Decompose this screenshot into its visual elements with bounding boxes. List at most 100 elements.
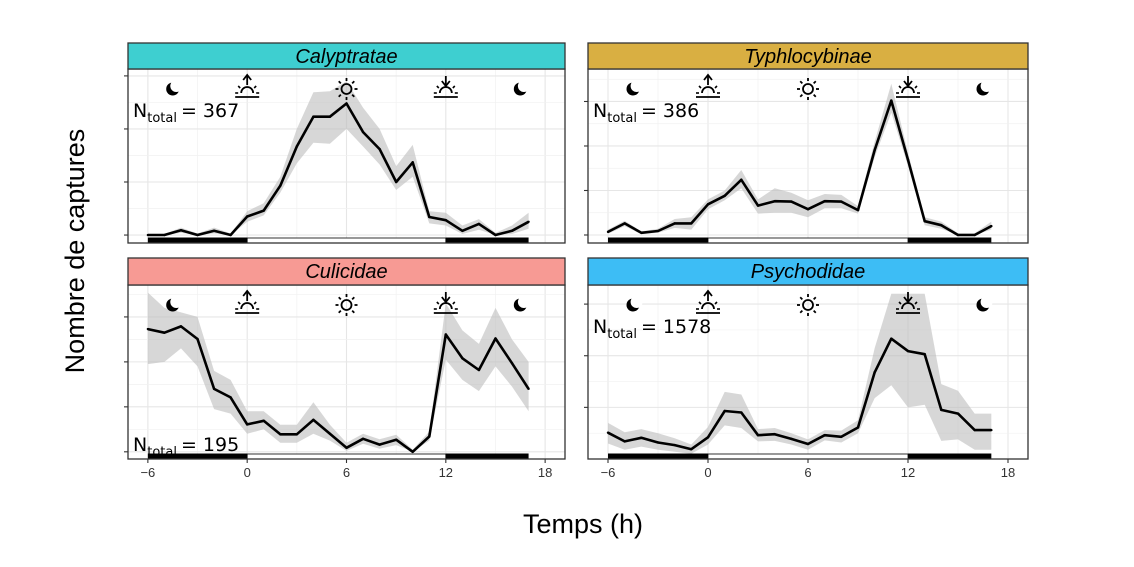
sunrise-icon bbox=[235, 289, 260, 314]
series-line bbox=[607, 99, 992, 237]
data-point bbox=[461, 357, 464, 360]
data-point bbox=[640, 231, 643, 234]
night-bar bbox=[608, 453, 708, 460]
data-point bbox=[394, 438, 398, 441]
data-point bbox=[840, 200, 843, 203]
sunrise-icon bbox=[696, 289, 720, 314]
data-point bbox=[510, 229, 514, 232]
data-point bbox=[606, 431, 610, 434]
data-point bbox=[146, 233, 150, 237]
moon-icon bbox=[166, 296, 183, 312]
sun-icon bbox=[797, 78, 819, 100]
x-tick-label: 6 bbox=[343, 465, 350, 480]
data-point bbox=[477, 222, 481, 226]
data-point bbox=[823, 199, 826, 203]
data-point bbox=[790, 437, 793, 441]
data-point bbox=[656, 441, 660, 444]
data-point bbox=[163, 233, 166, 237]
data-point bbox=[229, 233, 232, 237]
data-point bbox=[146, 327, 150, 331]
data-point bbox=[229, 396, 232, 399]
x-tick-label: −6 bbox=[601, 465, 616, 480]
strip-header bbox=[587, 257, 1029, 286]
sunrise-icon bbox=[696, 73, 720, 98]
data-point bbox=[690, 222, 693, 225]
confidence-band bbox=[608, 83, 992, 235]
panel-calyptratae: Ntotal = 367 Calyptratae bbox=[124, 42, 566, 244]
night-bar bbox=[908, 237, 992, 244]
sunset-icon bbox=[433, 76, 458, 98]
day-bar bbox=[246, 453, 447, 460]
series-line bbox=[607, 337, 992, 451]
data-point bbox=[990, 428, 993, 432]
data-point bbox=[923, 219, 926, 223]
data-point bbox=[245, 215, 249, 218]
data-point bbox=[723, 194, 726, 198]
data-point bbox=[823, 434, 826, 437]
data-point bbox=[312, 115, 315, 118]
strip-header bbox=[127, 257, 566, 286]
data-point bbox=[262, 209, 265, 212]
data-point bbox=[361, 130, 365, 134]
data-point bbox=[856, 426, 860, 429]
data-point bbox=[956, 233, 960, 237]
data-point bbox=[623, 440, 626, 443]
data-point bbox=[510, 362, 514, 365]
x-tick-label: 0 bbox=[244, 465, 251, 480]
data-point bbox=[956, 412, 960, 415]
data-point bbox=[312, 418, 315, 422]
data-point bbox=[394, 180, 398, 184]
data-point bbox=[428, 215, 431, 219]
data-point bbox=[940, 223, 943, 227]
data-point bbox=[245, 423, 249, 426]
data-point bbox=[328, 115, 332, 118]
data-point bbox=[328, 432, 332, 436]
n-value: = 195 bbox=[181, 434, 239, 456]
confidence-band bbox=[608, 293, 992, 454]
data-point bbox=[773, 199, 776, 203]
data-point bbox=[279, 184, 282, 187]
data-point bbox=[740, 411, 743, 414]
data-point bbox=[973, 233, 976, 237]
data-point bbox=[940, 408, 943, 412]
x-tick-label: 6 bbox=[804, 465, 811, 480]
data-point bbox=[345, 102, 348, 105]
strip-header bbox=[127, 42, 566, 70]
day-bar bbox=[246, 237, 447, 244]
n-label: N bbox=[593, 316, 607, 338]
sunrise-icon bbox=[235, 73, 260, 98]
x-tick-label: 12 bbox=[439, 465, 453, 480]
data-point bbox=[262, 419, 265, 422]
day-bar bbox=[707, 453, 909, 460]
n-value: = 1578 bbox=[641, 316, 711, 338]
data-point bbox=[656, 229, 660, 233]
series-line bbox=[147, 325, 530, 454]
data-point bbox=[973, 428, 976, 432]
n-subscript: total bbox=[147, 445, 177, 460]
data-point bbox=[856, 208, 860, 212]
data-point bbox=[673, 443, 676, 447]
data-point bbox=[279, 433, 282, 436]
data-point bbox=[806, 442, 810, 446]
data-point bbox=[212, 229, 216, 232]
data-point bbox=[806, 207, 810, 211]
n-value: = 386 bbox=[641, 100, 699, 122]
night-bar bbox=[608, 237, 708, 244]
sun-icon bbox=[797, 294, 819, 316]
data-point bbox=[295, 145, 299, 148]
n-label: N bbox=[133, 434, 147, 456]
sunset-icon bbox=[433, 292, 458, 314]
night-bar bbox=[445, 237, 529, 244]
n-subscript: total bbox=[607, 327, 637, 342]
data-point bbox=[906, 158, 910, 161]
data-point bbox=[740, 178, 743, 182]
x-tick-label: 12 bbox=[901, 465, 915, 480]
data-point bbox=[873, 148, 876, 152]
moon-icon bbox=[976, 296, 993, 312]
data-point bbox=[706, 436, 710, 439]
data-point bbox=[378, 443, 381, 446]
data-point bbox=[640, 436, 643, 440]
data-point bbox=[990, 224, 993, 228]
data-point bbox=[361, 437, 365, 440]
